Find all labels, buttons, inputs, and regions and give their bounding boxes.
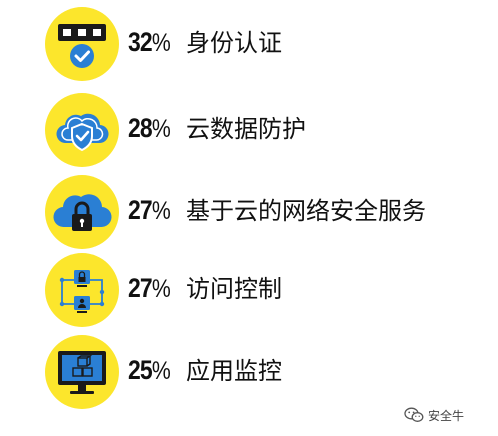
percent-number: 27: [128, 273, 153, 303]
percent-symbol: %: [151, 29, 171, 57]
monitor-boxes-icon: [44, 334, 120, 410]
network-access-icon: [44, 252, 120, 328]
category-label: 身份认证: [186, 29, 282, 57]
percent-value: 28%: [128, 110, 171, 147]
percent-value: 27%: [128, 192, 171, 229]
percent-symbol: %: [151, 357, 171, 385]
chart-row: 28% 云数据防护: [0, 92, 498, 168]
percent-number: 25: [128, 355, 153, 385]
chart-row: 27% 基于云的网络安全服务: [0, 174, 498, 250]
percent-number: 32: [128, 27, 153, 57]
chart-row: 25% 应用监控: [0, 334, 498, 410]
percent-number: 28: [128, 113, 153, 143]
percent-symbol: %: [151, 275, 171, 303]
id-card-check-icon: [44, 6, 120, 82]
category-label: 基于云的网络安全服务: [186, 197, 426, 225]
percent-value: 32%: [128, 24, 171, 61]
watermark-text: 安全牛: [428, 408, 465, 423]
percent-value: 25%: [128, 352, 171, 389]
percent-symbol: %: [151, 197, 171, 225]
chart-row: 32% 身份认证: [0, 6, 498, 82]
percent-number: 27: [128, 195, 153, 225]
category-label: 云数据防护: [186, 115, 306, 143]
percent-value: 27%: [128, 270, 171, 307]
watermark: 安全牛: [404, 404, 464, 426]
category-label: 应用监控: [186, 357, 282, 385]
wechat-icon: [404, 407, 424, 422]
category-label: 访问控制: [186, 275, 282, 303]
percent-symbol: %: [151, 115, 171, 143]
cloud-lock-icon: [44, 174, 120, 250]
chart-row: 27% 访问控制: [0, 252, 498, 328]
cloud-shield-icon: [44, 92, 120, 168]
